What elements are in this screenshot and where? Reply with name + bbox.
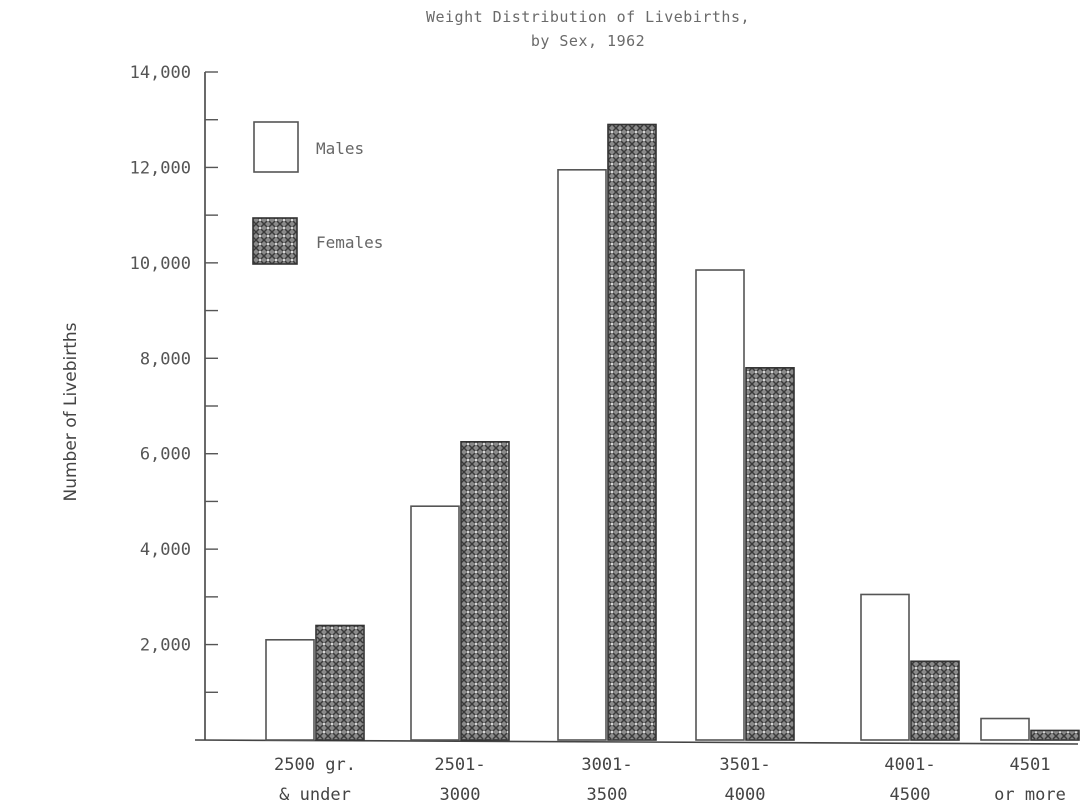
x-category-label: 3001-: [581, 755, 632, 775]
legend-label-males: Males: [316, 139, 364, 158]
y-tick-label: 12,000: [130, 158, 191, 178]
bar-females: [910, 660, 960, 741]
x-category-label: 4000: [725, 785, 766, 805]
x-category-label: or more: [994, 785, 1066, 805]
bar-females: [745, 367, 795, 741]
x-category-label: 2500 gr.: [274, 755, 356, 775]
bar-females: [315, 624, 365, 741]
bar-males: [980, 717, 1030, 741]
y-tick-label: 4,000: [140, 540, 191, 560]
bar-males: [860, 593, 910, 741]
bar-males: [410, 505, 460, 741]
x-category-label: 3500: [587, 785, 628, 805]
legend-swatch-males: [253, 121, 299, 173]
legend-swatch-females: [252, 217, 298, 265]
bar-males: [695, 269, 745, 741]
x-category-label: 4500: [890, 785, 931, 805]
chart-subtitle: by Sex, 1962: [531, 32, 645, 50]
y-tick-label: 6,000: [140, 445, 191, 465]
y-tick-label: 10,000: [130, 254, 191, 274]
x-category-label: 4001-: [884, 755, 935, 775]
chart-title: Weight Distribution of Livebirths,: [426, 8, 750, 26]
legend: Males Females: [252, 121, 383, 265]
x-category-label: 3000: [440, 785, 481, 805]
legend-label-females: Females: [316, 233, 383, 252]
x-category-label: & under: [279, 785, 351, 805]
bar-males: [557, 169, 607, 741]
bar-females: [1030, 729, 1080, 741]
y-tick-label: 8,000: [140, 349, 191, 369]
y-tick-label: 14,000: [130, 63, 191, 83]
x-category-label: 3501-: [719, 755, 770, 775]
bar-males: [265, 638, 315, 741]
x-category-label: 2501-: [434, 755, 485, 775]
y-axis-label: Number of Livebirths: [61, 322, 81, 501]
x-category-label: 4501: [1010, 755, 1051, 775]
bar-females: [607, 123, 657, 741]
bar-females: [460, 440, 510, 741]
y-tick-label: 2,000: [140, 636, 191, 656]
